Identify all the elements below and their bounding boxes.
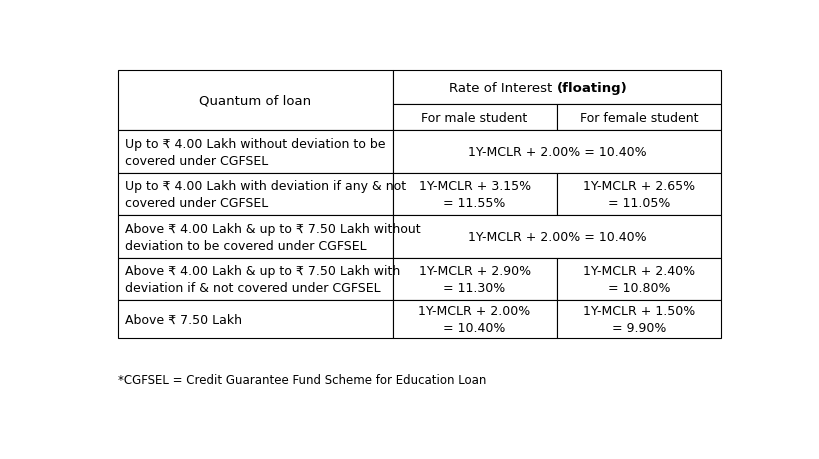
Bar xyxy=(392,131,722,174)
Bar xyxy=(557,174,722,216)
Text: For female student: For female student xyxy=(580,112,698,124)
Text: 1Y-MCLR + 1.50%
= 9.90%: 1Y-MCLR + 1.50% = 9.90% xyxy=(583,304,695,334)
Bar xyxy=(557,301,722,338)
Bar xyxy=(118,131,392,174)
Bar xyxy=(392,105,557,131)
Bar xyxy=(557,258,722,301)
Text: Up to ₹ 4.00 Lakh with deviation if any & not
covered under CGFSEL: Up to ₹ 4.00 Lakh with deviation if any … xyxy=(124,179,405,210)
Bar xyxy=(118,71,392,131)
Text: 1Y-MCLR + 2.90%
= 11.30%: 1Y-MCLR + 2.90% = 11.30% xyxy=(419,264,531,294)
Bar xyxy=(392,301,557,338)
Text: *CGFSEL = Credit Guarantee Fund Scheme for Education Loan: *CGFSEL = Credit Guarantee Fund Scheme f… xyxy=(118,373,486,386)
Text: Above ₹ 7.50 Lakh: Above ₹ 7.50 Lakh xyxy=(124,313,242,326)
Bar xyxy=(118,216,392,258)
Bar xyxy=(392,258,557,301)
Bar xyxy=(118,258,392,301)
Bar xyxy=(118,174,392,216)
Text: 1Y-MCLR + 2.65%
= 11.05%: 1Y-MCLR + 2.65% = 11.05% xyxy=(583,179,695,210)
Text: Rate of Interest: Rate of Interest xyxy=(450,81,557,95)
Bar xyxy=(392,174,557,216)
Text: 1Y-MCLR + 2.40%
= 10.80%: 1Y-MCLR + 2.40% = 10.80% xyxy=(583,264,695,294)
Text: Above ₹ 4.00 Lakh & up to ₹ 7.50 Lakh without
deviation to be covered under CGFS: Above ₹ 4.00 Lakh & up to ₹ 7.50 Lakh wi… xyxy=(124,222,420,252)
Text: For male student: For male student xyxy=(422,112,527,124)
Text: 1Y-MCLR + 2.00% = 10.40%: 1Y-MCLR + 2.00% = 10.40% xyxy=(468,230,646,244)
Bar xyxy=(392,216,722,258)
Bar xyxy=(392,71,722,105)
Text: 1Y-MCLR + 2.00% = 10.40%: 1Y-MCLR + 2.00% = 10.40% xyxy=(468,146,646,159)
Bar xyxy=(557,105,722,131)
Text: Up to ₹ 4.00 Lakh without deviation to be
covered under CGFSEL: Up to ₹ 4.00 Lakh without deviation to b… xyxy=(124,137,385,167)
Text: Above ₹ 4.00 Lakh & up to ₹ 7.50 Lakh with
deviation if & not covered under CGFS: Above ₹ 4.00 Lakh & up to ₹ 7.50 Lakh wi… xyxy=(124,264,400,294)
Bar xyxy=(118,301,392,338)
Text: Quantum of loan: Quantum of loan xyxy=(199,95,311,107)
Text: 1Y-MCLR + 3.15%
= 11.55%: 1Y-MCLR + 3.15% = 11.55% xyxy=(419,179,531,210)
Text: (floating): (floating) xyxy=(557,81,627,95)
Text: 1Y-MCLR + 2.00%
= 10.40%: 1Y-MCLR + 2.00% = 10.40% xyxy=(419,304,531,334)
